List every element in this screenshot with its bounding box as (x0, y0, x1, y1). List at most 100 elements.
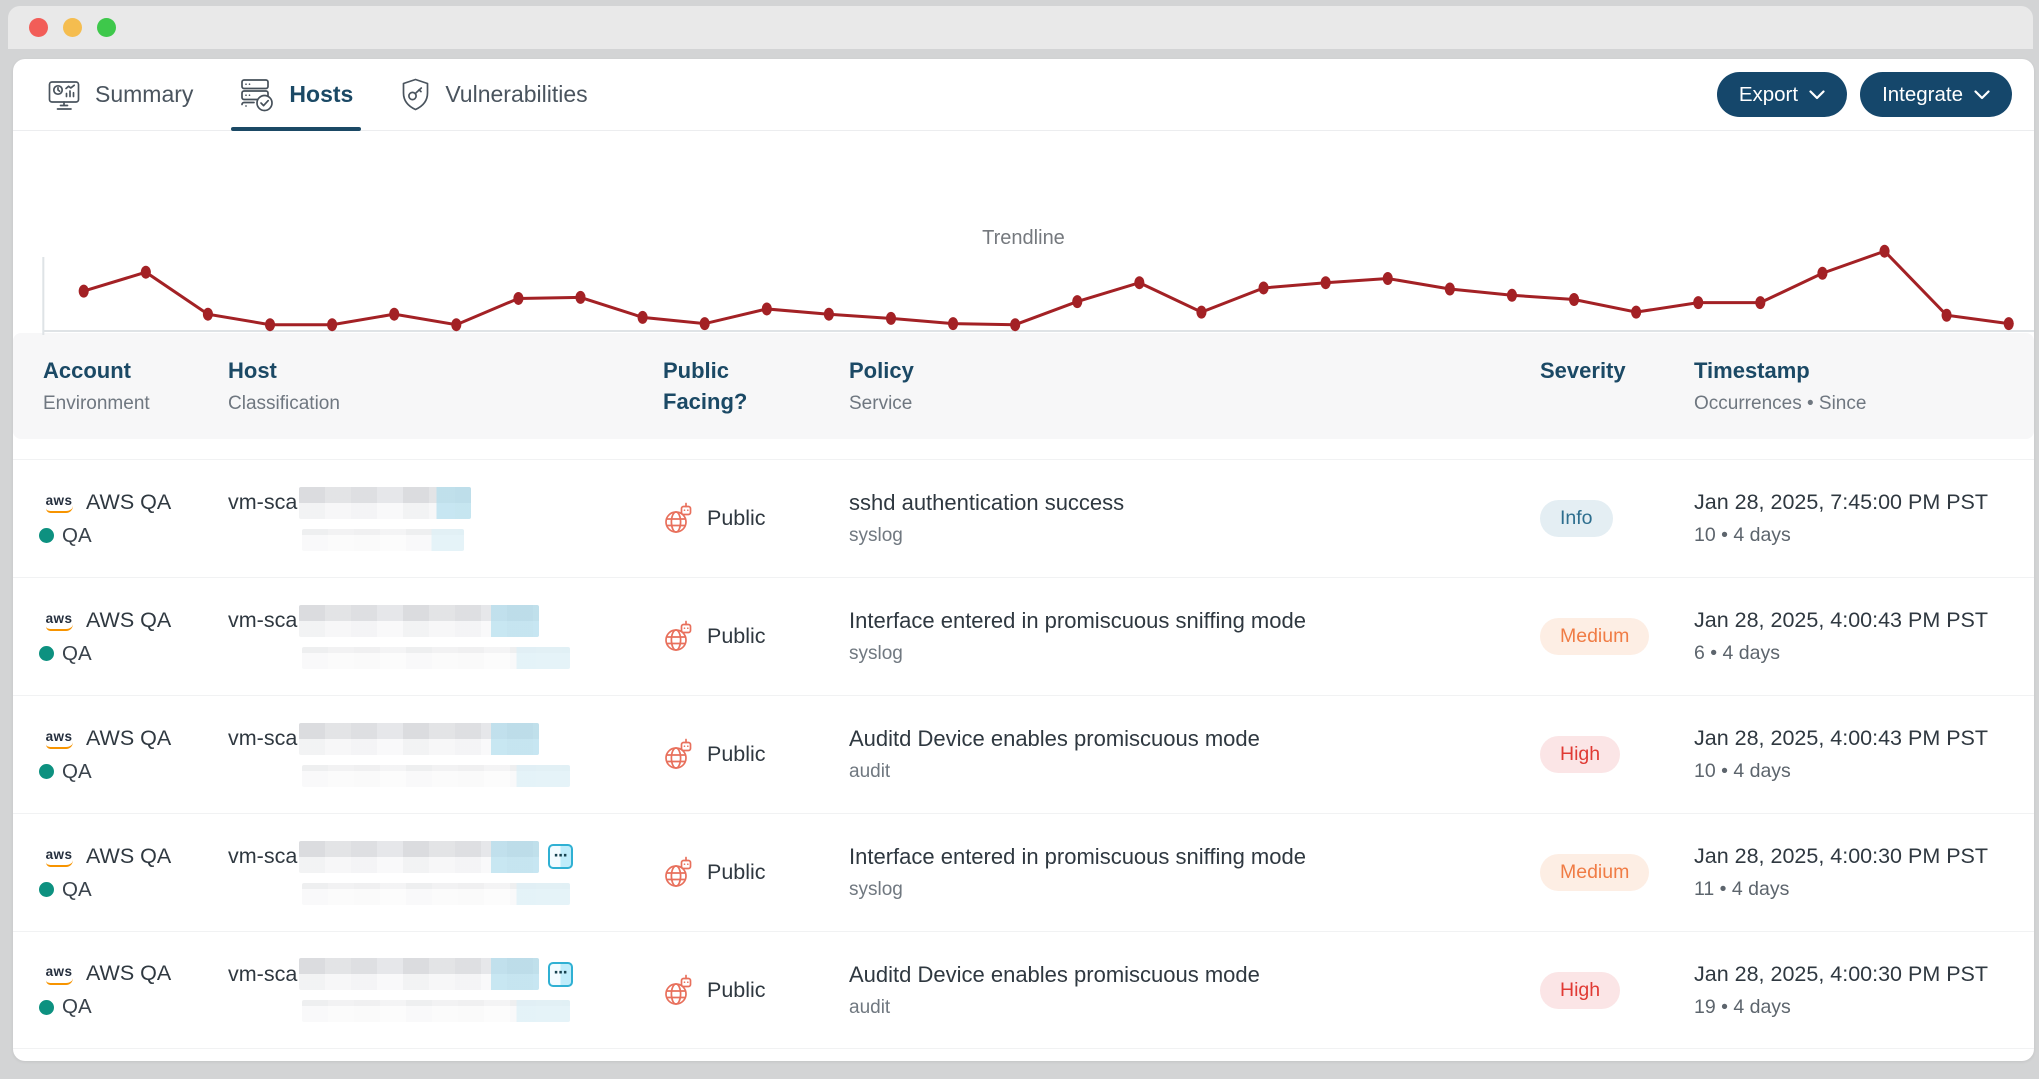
table-row[interactable]: aws AWS QA QA vm-sca (13, 577, 2034, 695)
host-cell: vm-sca ⋯ (228, 840, 663, 905)
environment-label: QA (62, 995, 92, 1019)
account-cell: aws AWS QA QA (39, 961, 228, 1019)
redacted-classification (302, 1000, 570, 1023)
public-facing-cell: Public (663, 856, 849, 889)
more-options-button[interactable]: ⋯ (548, 844, 574, 870)
export-button[interactable]: Export (1716, 72, 1848, 117)
integrate-button-label: Integrate (1882, 82, 1963, 106)
policy-service: syslog (849, 643, 903, 665)
timestamp-value: Jan 28, 2025, 7:45:00 PM PST (1694, 490, 1989, 515)
host-name-prefix: vm-sca (228, 844, 298, 869)
occurrences-since: 10 • 4 days (1694, 760, 1791, 783)
more-options-button[interactable]: ⋯ (548, 961, 574, 987)
severity-cell: High (1540, 736, 1694, 774)
public-facing-label: Public (707, 860, 766, 885)
public-facing-cell: Public (663, 738, 849, 771)
severity-cell: Info (1540, 500, 1694, 538)
public-globe-icon (665, 857, 692, 888)
host-cell: vm-sca ⋯ (228, 958, 663, 1023)
account-cell: aws AWS QA QA (39, 726, 228, 784)
redacted-host-name (299, 958, 540, 991)
table-row[interactable]: aws AWS QA QA vm-sca ⋯ (13, 931, 2034, 1050)
minimize-window-button[interactable] (63, 18, 82, 37)
table-row[interactable]: aws AWS QA QA vm-sca ⋯ (13, 813, 2034, 931)
main-panel: Summary Hosts Vulnerabilities Exp (13, 59, 2034, 1061)
tab-summary[interactable]: Summary (39, 59, 201, 130)
tab-hosts-label: Hosts (289, 81, 354, 107)
host-name-prefix: vm-sca (228, 608, 298, 633)
timestamp-value: Jan 28, 2025, 4:00:30 PM PST (1694, 844, 1989, 869)
timestamp-cell: Jan 28, 2025, 4:00:30 PM PST 19 • 4 days (1694, 962, 2004, 1019)
policy-name: Auditd Device enables promiscuous mode (849, 726, 1260, 752)
redacted-classification (302, 764, 570, 787)
public-facing-cell: Public (663, 974, 849, 1007)
maximize-window-button[interactable] (97, 18, 116, 37)
environment-status-dot (39, 999, 54, 1015)
integrate-button[interactable]: Integrate (1860, 72, 2012, 117)
aws-logo-icon: aws (43, 963, 75, 985)
chevron-down-icon (1974, 89, 1990, 99)
environment-label: QA (62, 877, 92, 901)
environment-label: QA (62, 759, 92, 783)
policy-cell: Interface entered in promiscuous sniffin… (849, 844, 1540, 901)
public-facing-label: Public (707, 624, 766, 649)
host-name-prefix: vm-sca (228, 490, 298, 515)
hosts-server-icon (241, 79, 274, 112)
chevron-down-icon (1809, 89, 1825, 99)
vulnerabilities-shield-icon (402, 78, 429, 111)
column-header-policy: Policy Service (849, 358, 914, 415)
table-header: Account Environment Host Classification … (13, 333, 2034, 440)
close-window-button[interactable] (29, 18, 48, 37)
severity-cell: Medium (1540, 854, 1694, 892)
environment-status-dot (39, 528, 54, 544)
timestamp-cell: Jan 28, 2025, 7:45:00 PM PST 10 • 4 days (1694, 490, 2004, 547)
policy-name: Auditd Device enables promiscuous mode (849, 961, 1260, 987)
account-name: AWS QA (86, 489, 172, 514)
table-row[interactable]: aws AWS QA QA vm-sca (13, 695, 2034, 813)
severity-badge: High (1540, 736, 1621, 774)
timestamp-cell: Jan 28, 2025, 4:00:30 PM PST 11 • 4 days (1694, 844, 2004, 901)
aws-logo-icon: aws (43, 492, 75, 514)
account-name: AWS QA (86, 961, 172, 986)
redacted-host-name (299, 840, 540, 873)
severity-cell: Medium (1540, 618, 1694, 656)
toolbar-actions: Export Integrate (1716, 72, 2012, 117)
public-facing-cell: Public (663, 502, 849, 535)
tab-vulnerabilities[interactable]: Vulnerabilities (391, 59, 595, 130)
redacted-classification (302, 646, 570, 669)
table-row[interactable]: aws AWS QA QA vm-sca (13, 459, 2034, 577)
policy-service: audit (849, 996, 891, 1018)
aws-logo-icon: aws (43, 728, 75, 750)
aws-logo-icon: aws (43, 610, 75, 632)
column-header-host: Host Classification (228, 358, 340, 415)
severity-badge: Info (1540, 500, 1613, 538)
tab-bar: Summary Hosts Vulnerabilities Exp (13, 59, 2034, 131)
tab-vulnerabilities-label: Vulnerabilities (445, 81, 588, 107)
host-cell: vm-sca (228, 722, 663, 787)
tab-hosts[interactable]: Hosts (231, 59, 362, 131)
policy-cell: Interface entered in promiscuous sniffin… (849, 608, 1540, 665)
redacted-classification (302, 528, 464, 551)
severity-cell: High (1540, 971, 1694, 1009)
occurrences-since: 11 • 4 days (1694, 878, 1790, 901)
policy-cell: Auditd Device enables promiscuous mode a… (849, 962, 1540, 1019)
policy-name: Interface entered in promiscuous sniffin… (849, 844, 1306, 870)
timestamp-value: Jan 28, 2025, 4:00:43 PM PST (1694, 608, 1989, 633)
column-header-public-facing: Public Facing? (663, 358, 748, 415)
environment-status-dot (39, 764, 54, 780)
occurrences-since: 10 • 4 days (1694, 524, 1791, 547)
column-header-account: Account Environment (43, 358, 150, 415)
environment-status-dot (39, 882, 54, 898)
window-titlebar (8, 6, 2033, 49)
timestamp-cell: Jan 28, 2025, 4:00:43 PM PST 10 • 4 days (1694, 726, 2004, 783)
timestamp-cell: Jan 28, 2025, 4:00:43 PM PST 6 • 4 days (1694, 608, 2004, 665)
trendline-chart (42, 244, 2034, 335)
environment-status-dot (39, 646, 54, 662)
summary-dashboard-icon (48, 80, 80, 110)
column-header-timestamp: Timestamp Occurrences • Since (1694, 358, 1867, 415)
public-globe-icon (665, 739, 692, 770)
public-facing-label: Public (707, 506, 766, 531)
policy-cell: sshd authentication success syslog (849, 490, 1540, 547)
policy-name: sshd authentication success (849, 490, 1125, 516)
policy-service: syslog (849, 525, 903, 547)
